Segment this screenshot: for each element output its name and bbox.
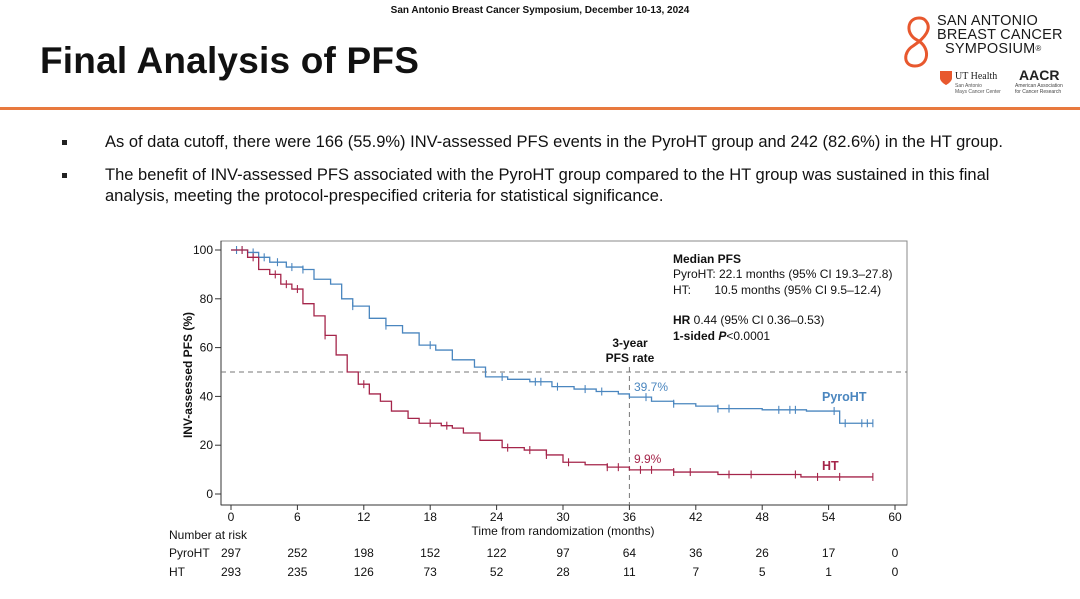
x-tick-label: 36: [623, 510, 637, 524]
risk-value: 26: [755, 546, 769, 560]
marker-label-line1: 3-year: [612, 336, 648, 350]
aacr-logo: AACR: [1019, 67, 1060, 83]
x-tick-label: 6: [294, 510, 301, 524]
logo-line-1: SAN ANTONIO: [937, 13, 1039, 29]
ut-health-label: UT Health: [955, 71, 998, 82]
bullet-marker: [62, 173, 67, 178]
risk-value: 152: [420, 546, 441, 560]
ut-health-sub1: San Antonio: [955, 83, 982, 89]
sabcs-logo: SAN ANTONIO BREAST CANCER SYMPOSIUM® UT …: [897, 12, 1075, 100]
risk-value: 235: [287, 565, 308, 579]
aacr-sub1: American Association: [1015, 83, 1063, 89]
risk-value: 0: [891, 565, 899, 579]
risk-value: 122: [486, 546, 507, 560]
x-tick-label: 54: [822, 510, 836, 524]
median-ht: HT: 10.5 months (95% CI 9.5–12.4): [673, 283, 881, 297]
x-tick-label: 24: [490, 510, 504, 524]
pyro-series-label: PyroHT: [822, 390, 867, 404]
risk-value: 1: [825, 565, 832, 579]
x-axis-label: Time from randomization (months): [472, 524, 655, 538]
median-pyro: PyroHT: 22.1 months (95% CI 19.3–27.8): [673, 267, 892, 281]
ht-rate-label: 9.9%: [634, 452, 662, 466]
risk-value: 297: [220, 546, 242, 560]
y-tick-label: 40: [200, 389, 214, 403]
risk-value: 5: [758, 565, 766, 579]
conference-header: San Antonio Breast Cancer Symposium, Dec…: [390, 5, 690, 16]
risk-value: 252: [287, 546, 308, 560]
x-tick-label: 18: [424, 510, 438, 524]
median-heading: Median PFS: [673, 252, 741, 266]
ut-shield-icon: [940, 71, 952, 85]
risk-value: 64: [622, 546, 637, 560]
y-axis-label: INV-assessed PFS (%): [181, 312, 195, 438]
risk-value: 28: [556, 565, 570, 579]
bullet-marker: [62, 140, 67, 145]
logo-line-3: SYMPOSIUM®: [945, 41, 1042, 57]
p-value-line: 1-sided P<0.0001: [673, 329, 770, 343]
risk-value: 293: [220, 565, 242, 579]
risk-value: 36: [689, 546, 703, 560]
slide-title: Final Analysis of PFS: [40, 40, 420, 81]
risk-value: 52: [489, 565, 504, 579]
y-tick-label: 0: [206, 487, 213, 501]
bullet-item: The benefit of INV-assessed PFS associat…: [62, 165, 1022, 207]
risk-value: 73: [423, 565, 437, 579]
bullet-list: As of data cutoff, there were 166 (55.9%…: [62, 132, 1022, 219]
y-tick-label: 100: [193, 243, 213, 257]
logo-line-2: BREAST CANCER: [937, 27, 1063, 43]
x-tick-label: 42: [689, 510, 703, 524]
risk-value: 17: [821, 546, 836, 560]
aacr-sub2: for Cancer Research: [1015, 89, 1062, 95]
risk-table-heading: Number at risk: [169, 528, 248, 542]
marker-label-line2: PFS rate: [606, 351, 655, 365]
x-tick-label: 12: [357, 510, 371, 524]
x-tick-label: 48: [756, 510, 770, 524]
hr-line: HR 0.44 (95% CI 0.36–0.53): [673, 313, 824, 327]
header-divider: [0, 107, 1080, 110]
ut-health-sub2: Mays Cancer Center: [955, 89, 1001, 95]
ribbon-logo-icon: [904, 16, 930, 68]
pyroht-survival-curve: [231, 249, 873, 424]
y-tick-label: 20: [200, 438, 214, 452]
risk-value: 97: [556, 546, 570, 560]
risk-value: 7: [692, 565, 700, 579]
risk-value: 11: [623, 565, 636, 579]
x-tick-label: 30: [556, 510, 570, 524]
risk-row-label-pyro: PyroHT: [169, 546, 210, 560]
pyro-rate-label: 39.7%: [634, 380, 668, 394]
risk-row-label-ht: HT: [169, 565, 185, 579]
bullet-item: As of data cutoff, there were 166 (55.9%…: [62, 132, 1022, 153]
x-tick-label: 60: [888, 510, 902, 524]
y-tick-label: 60: [200, 341, 214, 355]
risk-value: 0: [891, 546, 899, 560]
y-tick-label: 80: [200, 292, 214, 306]
x-tick-label: 0: [228, 510, 235, 524]
ht-series-label: HT: [822, 459, 839, 473]
risk-value: 126: [353, 565, 374, 579]
risk-value: 198: [353, 546, 374, 560]
